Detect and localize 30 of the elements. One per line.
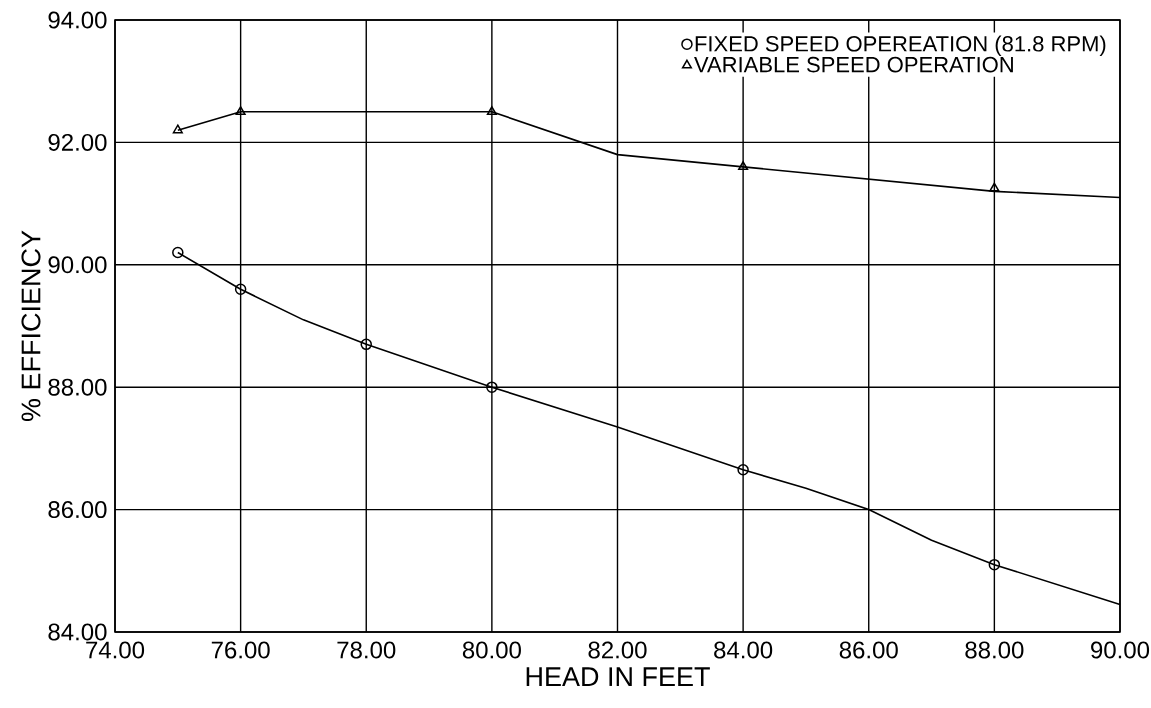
x-tick-label: 88.00 (965, 641, 1024, 659)
x-tick-label: 86.00 (839, 641, 898, 659)
point (486, 106, 497, 116)
x-tick-label: 90.00 (1091, 641, 1150, 659)
point (738, 161, 749, 171)
x-axis-title: HEAD IN FEET (526, 667, 710, 686)
y-axis-title: % EFFICIENCY (21, 230, 41, 422)
y-tick-label: 88.00 (48, 378, 107, 396)
point (989, 182, 1000, 192)
y-tick-label: 92.00 (48, 133, 107, 151)
x-tick-label: 82.00 (588, 641, 647, 659)
x-tick-label: 80.00 (462, 641, 521, 659)
x-tick-label: 84.00 (714, 641, 773, 659)
legend-label: VARIABLE SPEED OPERATION (694, 56, 1013, 73)
x-tick-label: 74.00 (86, 641, 145, 659)
point (172, 246, 184, 259)
point (360, 338, 372, 351)
point (988, 558, 1001, 571)
y-tick-label: 94.00 (48, 11, 107, 29)
x-tick-label: 78.00 (337, 641, 396, 659)
point (486, 381, 498, 393)
y-tick-label: 90.00 (48, 256, 107, 274)
point (737, 464, 749, 476)
y-tick-label: 84.00 (48, 623, 107, 641)
point (172, 124, 183, 134)
point (234, 283, 247, 296)
point (235, 106, 246, 116)
x-tick-label: 76.00 (211, 641, 270, 659)
y-tick-label: 86.00 (48, 501, 107, 519)
legend-label: FIXED SPEED OPEREATION (81.8 RPM) (695, 35, 1106, 56)
